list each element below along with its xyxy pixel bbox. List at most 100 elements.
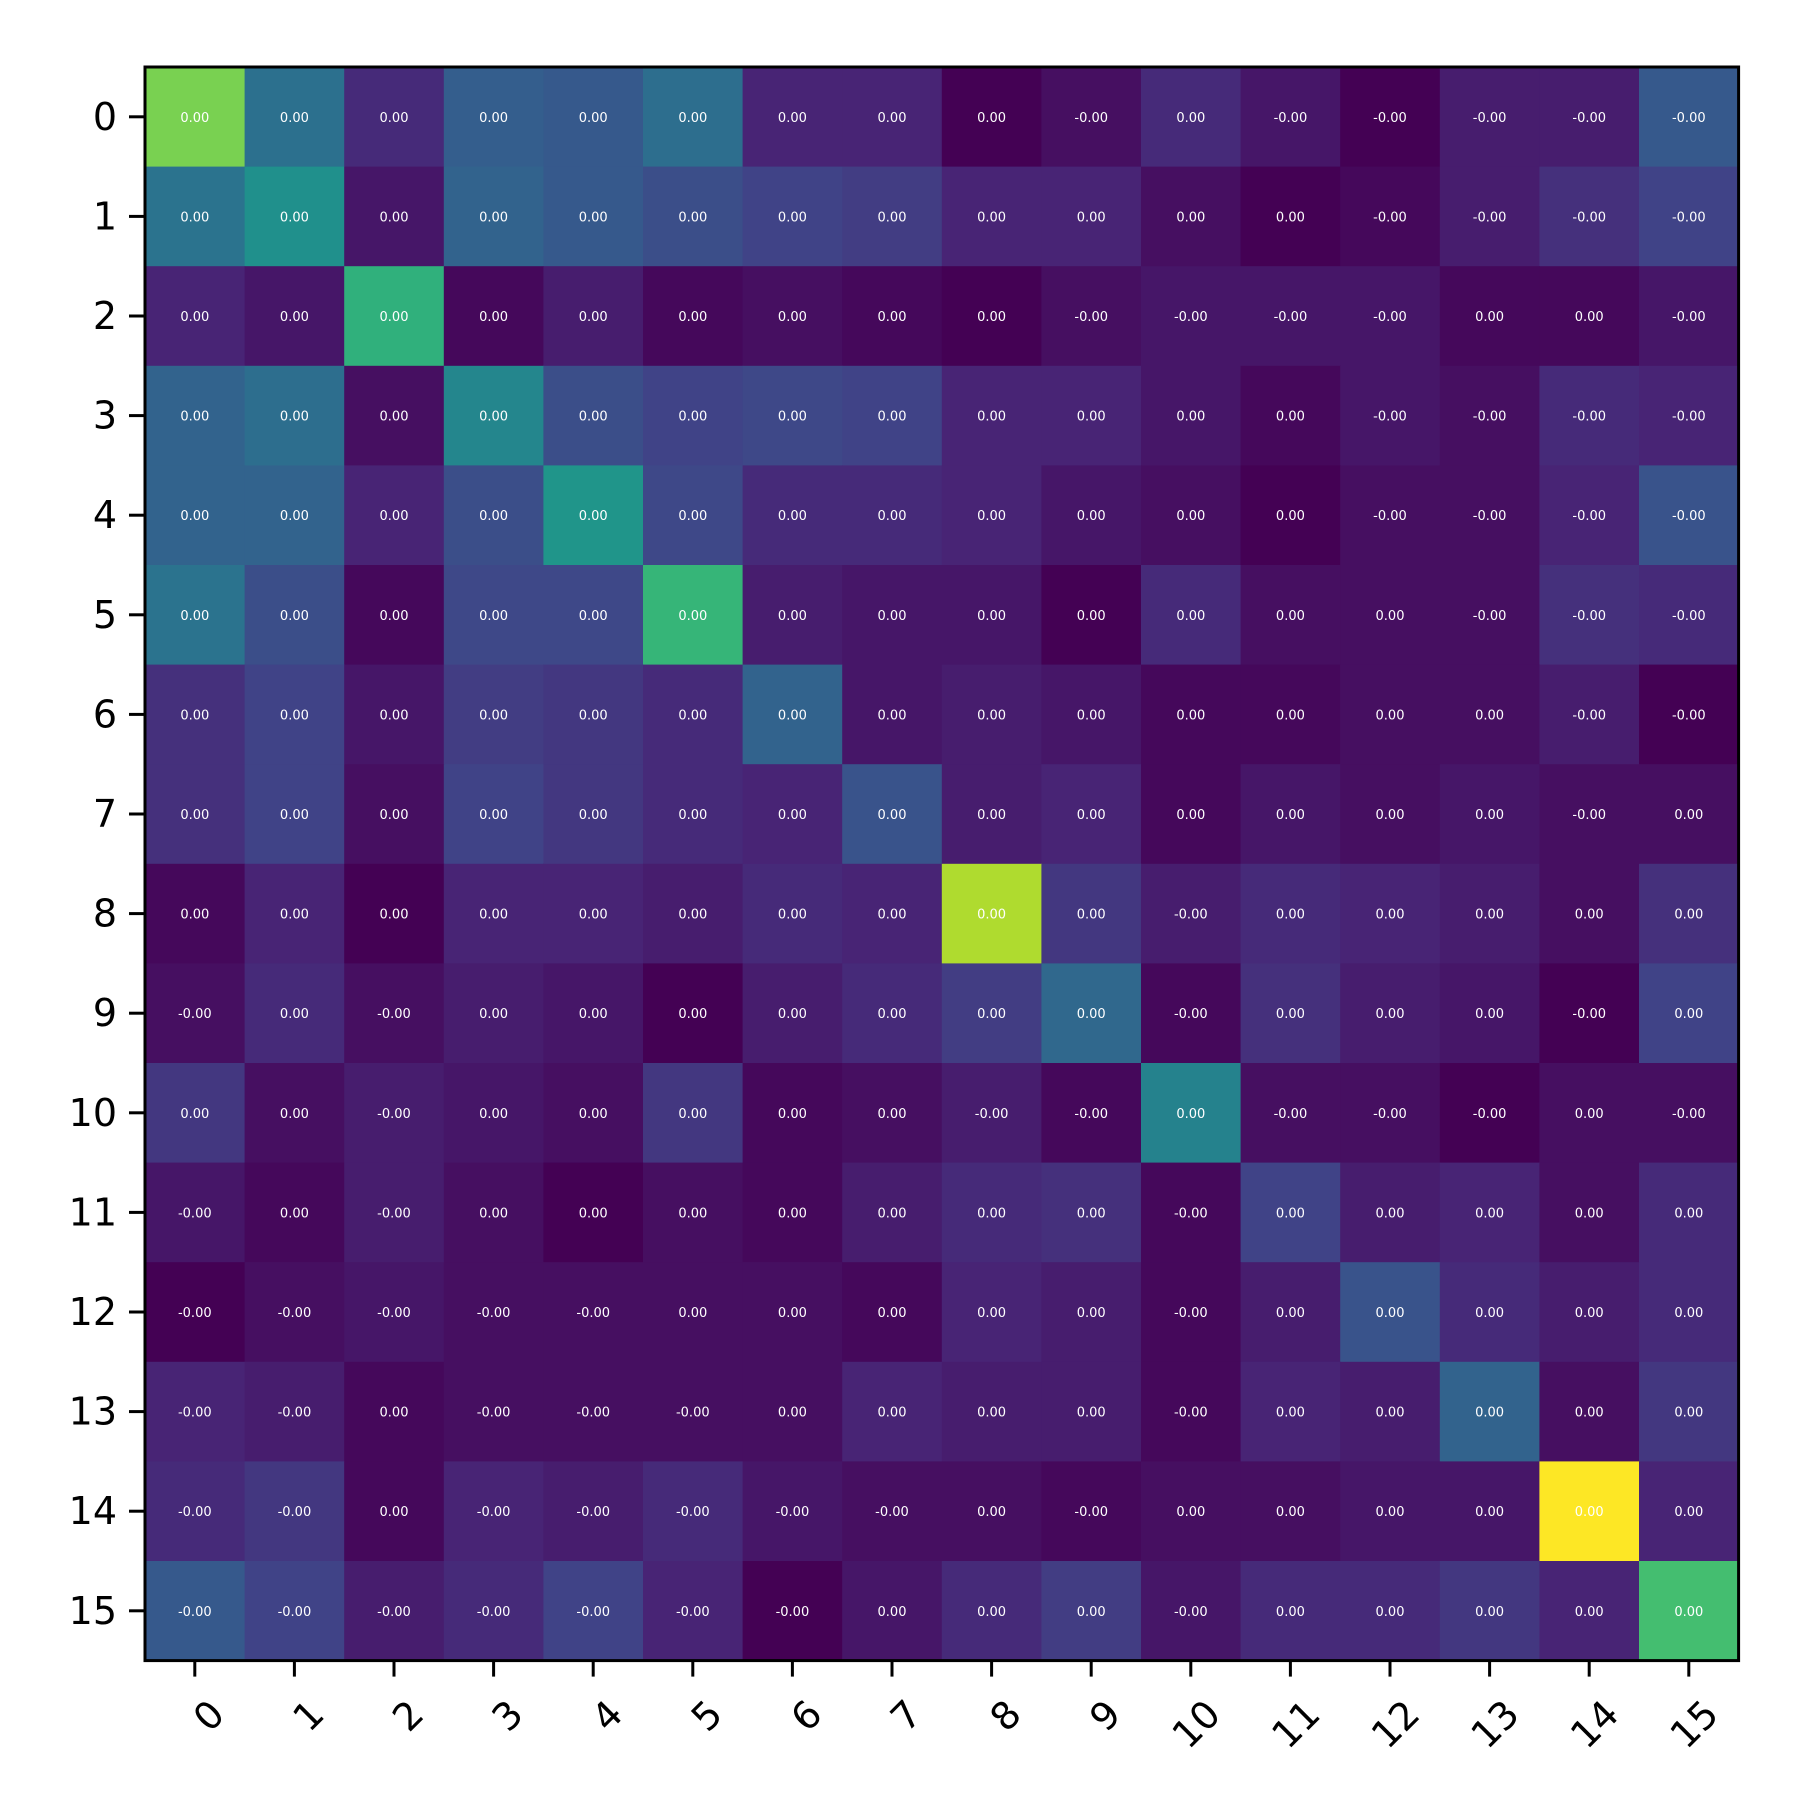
heatmap-cell-r9-c10 bbox=[1141, 963, 1242, 1064]
heatmap-cell-r2-c2 bbox=[344, 266, 445, 367]
cell-value-label-r14-c8: 0.00 bbox=[977, 1505, 1006, 1520]
cell-value-label-r9-c9: 0.00 bbox=[1077, 1007, 1106, 1022]
cell-value-label-r15-c10: -0.00 bbox=[1174, 1605, 1208, 1620]
heatmap-cell-r8-c10 bbox=[1141, 863, 1242, 964]
cell-value-label-r5-c5: 0.00 bbox=[678, 609, 707, 624]
heatmap-cell-r2-c4 bbox=[543, 266, 644, 367]
cell-value-label-r12-c13: 0.00 bbox=[1475, 1306, 1504, 1321]
heatmap-cell-r6-c10 bbox=[1141, 664, 1242, 765]
cell-value-label-r7-c6: 0.00 bbox=[778, 808, 807, 823]
cell-value-label-r6-c0: 0.00 bbox=[180, 708, 209, 723]
cell-value-label-r1-c8: 0.00 bbox=[977, 210, 1006, 225]
heatmap-cell-r15-c8 bbox=[941, 1561, 1042, 1662]
cell-value-label-r12-c8: 0.00 bbox=[977, 1306, 1006, 1321]
heatmap-cell-r14-c10 bbox=[1141, 1461, 1242, 1562]
cell-value-label-r0-c8: 0.00 bbox=[977, 111, 1006, 126]
cell-value-label-r7-c14: -0.00 bbox=[1572, 808, 1606, 823]
cell-value-label-r10-c14: 0.00 bbox=[1575, 1107, 1604, 1122]
cell-value-label-r0-c0: 0.00 bbox=[180, 111, 209, 126]
heatmap-cell-r9-c8 bbox=[941, 963, 1042, 1064]
heatmap-cell-r13-c4 bbox=[543, 1361, 644, 1462]
plot-frame bbox=[143, 65, 1741, 1663]
cell-value-label-r12-c11: 0.00 bbox=[1276, 1306, 1305, 1321]
heatmap-cell-r14-c13 bbox=[1439, 1461, 1540, 1562]
cell-value-label-r5-c9: 0.00 bbox=[1077, 609, 1106, 624]
cell-value-label-r7-c8: 0.00 bbox=[977, 808, 1006, 823]
cell-value-label-r11-c2: -0.00 bbox=[377, 1206, 411, 1221]
x-tick-label-4: 4 bbox=[583, 1692, 631, 1740]
heatmap-cell-r11-c12 bbox=[1340, 1162, 1441, 1263]
heatmap-cell-r0-c2 bbox=[344, 67, 445, 168]
cell-value-label-r5-c10: 0.00 bbox=[1176, 609, 1205, 624]
cell-value-label-r9-c13: 0.00 bbox=[1475, 1007, 1504, 1022]
heatmap-cell-r5-c13 bbox=[1439, 565, 1540, 666]
heatmap-cell-r1-c14 bbox=[1539, 166, 1640, 267]
cell-value-label-r4-c13: -0.00 bbox=[1473, 509, 1507, 524]
cell-value-label-r9-c6: 0.00 bbox=[778, 1007, 807, 1022]
heatmap-cell-r0-c5 bbox=[643, 67, 744, 168]
x-tick-label-10: 10 bbox=[1164, 1692, 1229, 1757]
y-tick-label-13: 13 bbox=[69, 1390, 117, 1434]
heatmap-cell-r14-c3 bbox=[443, 1461, 544, 1562]
cell-value-label-r8-c14: 0.00 bbox=[1575, 908, 1604, 923]
heatmap-cell-r12-c11 bbox=[1240, 1262, 1341, 1363]
cell-value-label-r13-c14: 0.00 bbox=[1575, 1406, 1604, 1421]
heatmap-cell-r4-c9 bbox=[1041, 465, 1142, 566]
cell-value-label-r14-c14: 0.00 bbox=[1575, 1505, 1604, 1520]
cell-value-label-r15-c4: -0.00 bbox=[576, 1605, 610, 1620]
heatmap-cell-r9-c12 bbox=[1340, 963, 1441, 1064]
cell-value-label-r1-c1: 0.00 bbox=[280, 210, 309, 225]
cell-value-label-r13-c10: -0.00 bbox=[1174, 1406, 1208, 1421]
heatmap-cell-r3-c15 bbox=[1639, 365, 1740, 466]
heatmap-cell-r13-c9 bbox=[1041, 1361, 1142, 1462]
heatmap-cell-r0-c3 bbox=[443, 67, 544, 168]
y-tick-label-7: 7 bbox=[93, 792, 117, 836]
cell-value-label-r0-c11: -0.00 bbox=[1274, 111, 1308, 126]
heatmap-cell-r4-c1 bbox=[244, 465, 345, 566]
cell-value-label-r8-c7: 0.00 bbox=[878, 908, 907, 923]
cell-value-label-r5-c13: -0.00 bbox=[1473, 609, 1507, 624]
cell-value-label-r12-c9: 0.00 bbox=[1077, 1306, 1106, 1321]
heatmap-cell-r14-c6 bbox=[742, 1461, 843, 1562]
heatmap-cell-r11-c4 bbox=[543, 1162, 644, 1263]
cell-value-label-r2-c9: -0.00 bbox=[1074, 310, 1108, 325]
cell-value-label-r10-c6: 0.00 bbox=[778, 1107, 807, 1122]
heatmap-cell-r15-c2 bbox=[344, 1561, 445, 1662]
heatmap-cell-r0-c0 bbox=[145, 67, 246, 168]
heatmap-cell-r5-c12 bbox=[1340, 565, 1441, 666]
cell-value-label-r7-c10: 0.00 bbox=[1176, 808, 1205, 823]
heatmap-cell-r9-c1 bbox=[244, 963, 345, 1064]
heatmap-cell-r0-c14 bbox=[1539, 67, 1640, 168]
x-axis: 0 1 2 3 4 5 6 7 8 9 10 11 12 13 14 15 bbox=[185, 1660, 1727, 1757]
cell-value-label-r4-c4: 0.00 bbox=[579, 509, 608, 524]
heatmap-cell-r15-c1 bbox=[244, 1561, 345, 1662]
cell-value-label-r10-c0: 0.00 bbox=[180, 1107, 209, 1122]
heatmap-cell-r9-c2 bbox=[344, 963, 445, 1064]
heatmap-cell-r2-c15 bbox=[1639, 266, 1740, 367]
cell-value-label-r12-c15: 0.00 bbox=[1674, 1306, 1703, 1321]
heatmap-cell-r6-c3 bbox=[443, 664, 544, 765]
cell-value-label-r12-c0: -0.00 bbox=[178, 1306, 212, 1321]
cell-value-label-r9-c0: -0.00 bbox=[178, 1007, 212, 1022]
cell-value-label-r10-c5: 0.00 bbox=[678, 1107, 707, 1122]
cell-value-label-r2-c2: 0.00 bbox=[380, 310, 409, 325]
cell-value-label-r9-c1: 0.00 bbox=[280, 1007, 309, 1022]
heatmap-cell-r13-c12 bbox=[1340, 1361, 1441, 1462]
heatmap-cell-r10-c11 bbox=[1240, 1063, 1341, 1164]
cell-value-label-r14-c2: 0.00 bbox=[380, 1505, 409, 1520]
cell-value-label-r15-c15: 0.00 bbox=[1674, 1605, 1703, 1620]
heatmap-cell-r1-c5 bbox=[643, 166, 744, 267]
heatmap-cell-r6-c6 bbox=[742, 664, 843, 765]
heatmap-cell-r5-c3 bbox=[443, 565, 544, 666]
cell-value-label-r9-c3: 0.00 bbox=[479, 1007, 508, 1022]
cell-value-label-r13-c8: 0.00 bbox=[977, 1406, 1006, 1421]
heatmap-cell-r5-c2 bbox=[344, 565, 445, 666]
heatmap-cell-r8-c11 bbox=[1240, 863, 1341, 964]
cell-value-label-r5-c1: 0.00 bbox=[280, 609, 309, 624]
cell-value-label-r11-c15: 0.00 bbox=[1674, 1206, 1703, 1221]
heatmap-cell-r12-c9 bbox=[1041, 1262, 1142, 1363]
heatmap-cell-labels: 0.00 0.00 0.00 0.00 0.00 0.00 0.00 0.00 0.00 -0.0… bbox=[178, 111, 1706, 1620]
heatmap-cell-r11-c8 bbox=[941, 1162, 1042, 1263]
heatmap-cell-r14-c1 bbox=[244, 1461, 345, 1562]
cell-value-label-r4-c1: 0.00 bbox=[280, 509, 309, 524]
